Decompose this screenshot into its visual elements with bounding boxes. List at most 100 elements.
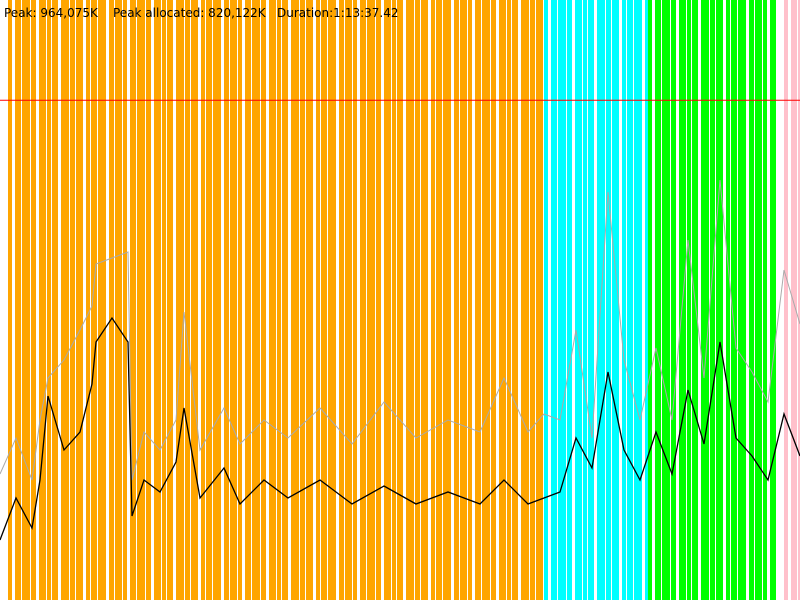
phase-band-orange [277, 0, 281, 600]
phase-band-orange [360, 0, 366, 600]
duration-label: Duration:1:13:37.42 [277, 6, 399, 20]
phase-band-orange [15, 0, 21, 600]
phase-band-orange [300, 0, 305, 600]
phase-band-orange [353, 0, 357, 600]
phase-band-orange [436, 0, 442, 600]
phase-band-orange [91, 0, 97, 600]
phase-band-orange [282, 0, 288, 600]
phase-band-cyan [634, 0, 642, 600]
phase-band-cyan [567, 0, 572, 600]
phase-band-orange [291, 0, 299, 600]
phase-band-orange [115, 0, 122, 600]
phase-band-orange [8, 0, 12, 600]
phase-band-orange [460, 0, 467, 600]
phase-band-orange [468, 0, 472, 600]
phase-band-orange [206, 0, 212, 600]
phase-band-orange [345, 0, 352, 600]
phase-band-orange [130, 0, 136, 600]
phase-band-orange [213, 0, 221, 600]
phase-band-orange [316, 0, 320, 600]
phase-band-orange [397, 0, 403, 600]
phase-band-green [662, 0, 670, 600]
phase-band-orange [415, 0, 420, 600]
phase-band-orange [245, 0, 251, 600]
phase-band-orange [482, 0, 490, 600]
phase-band-orange [70, 0, 75, 600]
phase-band-orange [421, 0, 428, 600]
phase-band-orange [167, 0, 173, 600]
phase-band-orange [224, 0, 229, 600]
phase-band-cyan [558, 0, 566, 600]
phase-band-cyan [575, 0, 582, 600]
phase-band-orange [392, 0, 396, 600]
phase-band-pink [784, 0, 788, 600]
phase-band-green [763, 0, 767, 600]
phase-band-cyan [606, 0, 611, 600]
phase-band-orange [238, 0, 242, 600]
phase-band-orange [431, 0, 435, 600]
phase-band-orange [39, 0, 46, 600]
phase-band-orange [86, 0, 90, 600]
phase-band-green [738, 0, 746, 600]
phase-band-orange [61, 0, 69, 600]
phase-band-orange [76, 0, 83, 600]
phase-band-orange [507, 0, 511, 600]
phase-band-orange [98, 0, 106, 600]
phase-band-orange [52, 0, 58, 600]
phase-band-orange [384, 0, 391, 600]
phase-band-orange [512, 0, 518, 600]
phase-band-orange [536, 0, 543, 600]
phase-band-orange [443, 0, 451, 600]
phase-band-orange [328, 0, 336, 600]
phase-band-orange [475, 0, 481, 600]
series-line-used [0, 316, 800, 541]
phase-band-pink [791, 0, 797, 600]
phase-band-green [710, 0, 715, 600]
phase-band-orange [376, 0, 381, 600]
peak-allocated-label: Peak allocated: 820,122K [113, 6, 267, 20]
phase-band-orange [109, 0, 114, 600]
phase-band-orange [47, 0, 51, 600]
phase-band-orange [499, 0, 506, 600]
phase-band-orange [491, 0, 496, 600]
phase-band-green [726, 0, 730, 600]
phase-band-cyan [622, 0, 626, 600]
phase-band-orange [31, 0, 36, 600]
phase-band-green [701, 0, 709, 600]
phase-band-cyan [612, 0, 619, 600]
phase-band-cyan [544, 0, 548, 600]
phase-band-green [648, 0, 652, 600]
phase-band-orange [162, 0, 166, 600]
phase-band-green [687, 0, 691, 600]
phase-band-orange [261, 0, 266, 600]
phase-band-orange [252, 0, 260, 600]
phase-band-orange [154, 0, 161, 600]
peak-label: Peak: 964,075K [4, 6, 99, 20]
phase-band-orange [191, 0, 198, 600]
phase-band-cyan [583, 0, 587, 600]
stats-header: Peak: 964,075K Peak allocated: 820,122K … [4, 6, 399, 20]
phase-band-orange [339, 0, 344, 600]
phase-band-orange [367, 0, 375, 600]
phase-band-orange [201, 0, 205, 600]
phase-band-orange [123, 0, 127, 600]
phase-band-orange [137, 0, 145, 600]
phase-band-orange [306, 0, 313, 600]
phase-band-cyan [588, 0, 594, 600]
phase-band-orange [454, 0, 459, 600]
phase-band-green [716, 0, 723, 600]
series-lines [0, 179, 800, 541]
phase-band-cyan [627, 0, 633, 600]
phase-band-orange [321, 0, 327, 600]
phase-band-orange [146, 0, 151, 600]
phase-band-green [671, 0, 676, 600]
phase-band-orange [269, 0, 276, 600]
phase-band-cyan [645, 0, 648, 600]
phase-band-cyan [551, 0, 557, 600]
phase-band-green [731, 0, 737, 600]
phase-band-pink [798, 0, 800, 600]
phase-band-green [655, 0, 661, 600]
phase-band-green [749, 0, 754, 600]
phase-band-orange [185, 0, 190, 600]
